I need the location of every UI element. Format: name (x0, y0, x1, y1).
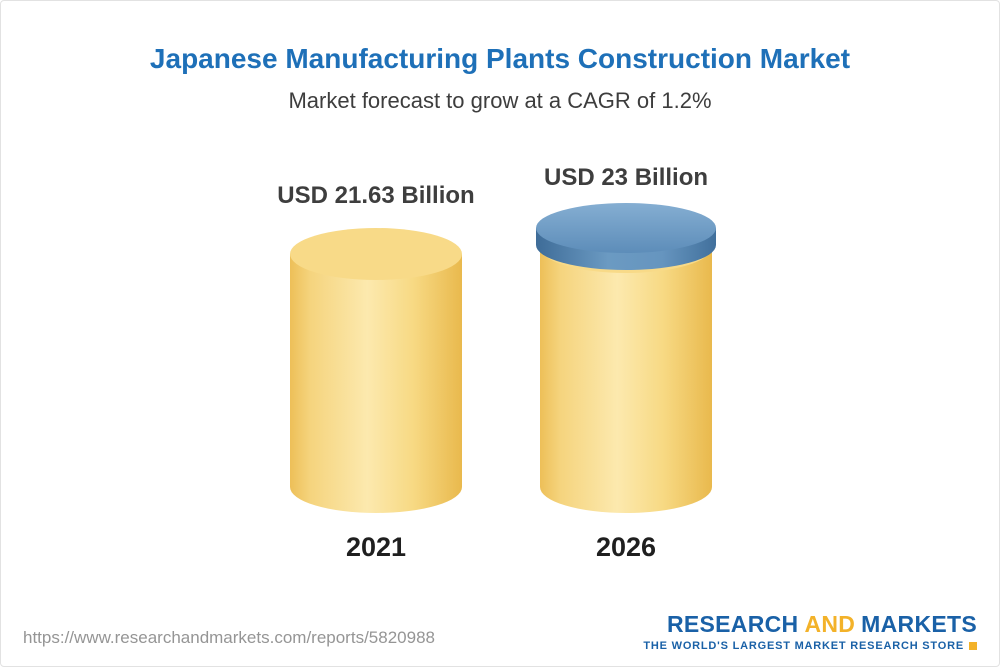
page-title: Japanese Manufacturing Plants Constructi… (149, 43, 851, 74)
logo-word-and: AND (804, 610, 856, 637)
bar-2026-cylinder (536, 203, 716, 513)
category-label-2026: 2026 (595, 532, 657, 562)
logo-accent-square-icon (969, 642, 977, 650)
logo-wordmark: RESEARCH AND MARKETS (643, 610, 977, 637)
researchandmarkets-logo: RESEARCH AND MARKETS THE WORLD'S LARGEST… (643, 610, 977, 652)
category-label-2021: 2021 (345, 532, 407, 562)
value-label-2021: USD 21.63 Billion (277, 182, 475, 209)
logo-word-research: RESEARCH (666, 610, 799, 637)
bar-2021-cylinder (290, 228, 462, 513)
logo-word-markets: MARKETS (861, 610, 977, 637)
logo-tagline-text: THE WORLD'S LARGEST MARKET RESEARCH STOR… (643, 640, 964, 652)
value-label-2026: USD 23 Billion (543, 164, 709, 191)
logo-tagline-row: THE WORLD'S LARGEST MARKET RESEARCH STOR… (643, 640, 977, 652)
page-subtitle: Market forecast to grow at a CAGR of 1.2… (288, 88, 712, 113)
report-url: https://www.researchandmarkets.com/repor… (23, 628, 435, 647)
